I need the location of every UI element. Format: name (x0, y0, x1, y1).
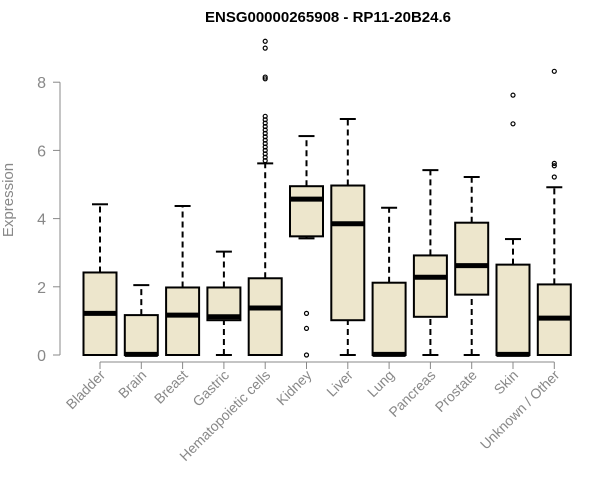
box-item (454, 175, 490, 356)
box-item (536, 68, 572, 356)
outlier-point (303, 310, 310, 316)
outlier-point (510, 92, 516, 98)
box-item (412, 169, 448, 356)
box-item (289, 135, 324, 358)
outlier-point (262, 74, 268, 80)
x-tick-label: Prostate (432, 367, 480, 415)
box-item (371, 206, 407, 357)
box-item (165, 204, 201, 356)
box-rect (412, 254, 448, 318)
outlier-point (262, 113, 268, 119)
box-series (82, 38, 572, 358)
outlier-point (303, 325, 310, 332)
box-rect (371, 281, 407, 357)
x-tick-label: Skin (491, 367, 522, 398)
outlier-point (551, 68, 557, 74)
y-tick-label: 2 (37, 280, 46, 297)
y-axis: 0 2 4 6 8 (37, 75, 61, 365)
box-item (330, 118, 366, 356)
outlier-point (303, 352, 310, 358)
x-tick-label: Kidney (273, 367, 315, 409)
box-item (123, 284, 159, 357)
outlier-point (551, 160, 557, 166)
box-rect (454, 221, 490, 296)
box-item (82, 203, 118, 356)
y-tick-label: 6 (37, 143, 46, 160)
y-axis-label: Expression (0, 163, 17, 237)
box-item (206, 250, 242, 356)
y-tick-label: 8 (37, 75, 46, 92)
box-rect (165, 286, 201, 356)
box-item (247, 38, 283, 356)
chart-title: ENSG00000265908 - RP11-20B24.6 (205, 9, 451, 26)
box-rect (495, 263, 531, 357)
box-rect (289, 185, 324, 238)
box-rect (330, 184, 366, 322)
outlier-point (551, 174, 557, 180)
box-rect (247, 277, 283, 356)
box-item (495, 92, 531, 357)
box-rect (123, 314, 159, 356)
outlier-point (551, 163, 557, 169)
outlier-point (262, 45, 268, 51)
x-tick-label: Liver (323, 367, 356, 400)
y-tick-label: 0 (37, 348, 46, 365)
x-tick-label: Breast (151, 367, 191, 407)
y-tick-label: 4 (37, 212, 46, 229)
x-tick-label: Brain (115, 367, 149, 401)
outlier-point (262, 76, 268, 82)
x-tick-label: Lung (364, 367, 397, 400)
outlier-point (510, 121, 516, 127)
x-tick-label: Bladder (63, 367, 109, 413)
outlier-point (262, 38, 268, 44)
